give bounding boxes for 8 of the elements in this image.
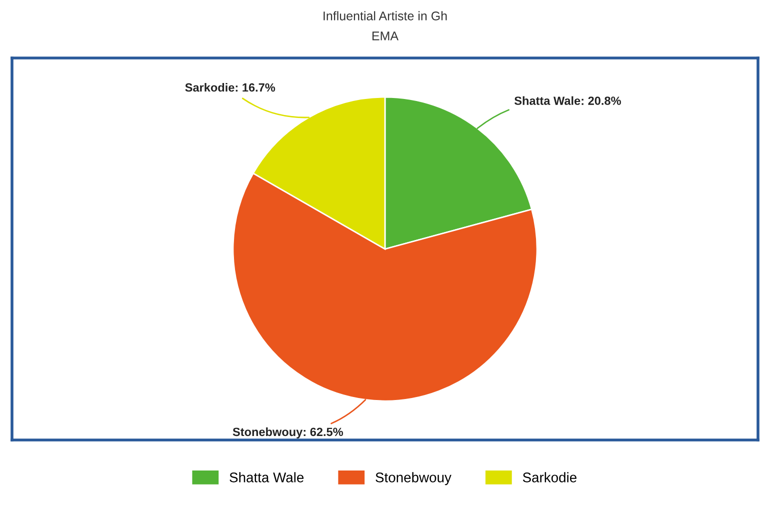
data-label: Sarkodie: 16.7% <box>185 83 276 92</box>
chart-subtitle: EMA <box>372 32 399 40</box>
legend-label: Shatta Wale <box>230 472 304 482</box>
legend-label: Sarkodie <box>522 472 576 482</box>
legend-label: Stonebwouy <box>376 472 452 486</box>
data-label: Shatta Wale: 20.8% <box>514 96 621 105</box>
chart-title: Influential Artiste in Gh <box>324 11 447 20</box>
data-label: Stonebwouy: 62.5% <box>232 427 344 438</box>
